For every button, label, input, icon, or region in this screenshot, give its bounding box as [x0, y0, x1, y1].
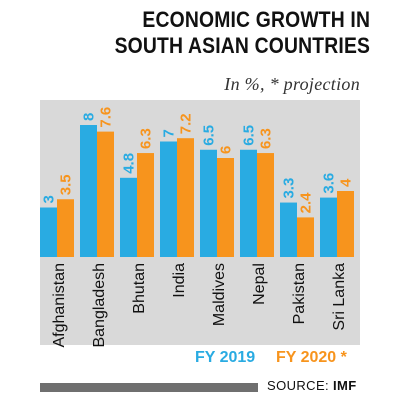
legend-entry-fy2020: FY 2020 * [276, 349, 348, 366]
category-label: Nepal [251, 263, 268, 305]
value-label: 6.3 [138, 128, 155, 149]
category-label: India [171, 263, 188, 298]
bar-fy2019-maldives [200, 149, 217, 257]
bar-fy2019-afghanistan [40, 207, 57, 257]
value-label: 8 [81, 113, 98, 121]
source-note: SOURCE: IMF [267, 378, 357, 393]
category-label: Pakistan [291, 263, 308, 324]
value-label: 7 [161, 129, 178, 137]
chart-title: ECONOMIC GROWTH IN SOUTH ASIAN COUNTRIES [114, 7, 370, 59]
bar-fy2020-pakistan [297, 217, 314, 257]
value-label: 4.8 [121, 153, 138, 174]
bar-fy2019-india [160, 141, 177, 257]
category-label: Bangladesh [91, 263, 108, 348]
value-label: 7.6 [98, 107, 115, 128]
source-name: IMF [333, 378, 357, 393]
value-label: 6.5 [241, 125, 258, 146]
bar-fy2019-bhutan [120, 177, 137, 257]
footer-divider-bar [40, 383, 258, 392]
value-label: 2.4 [298, 192, 315, 214]
value-label: 6 [218, 146, 235, 154]
bar-fy2020-bangladesh [97, 131, 114, 257]
category-label: Sri Lanka [331, 263, 348, 331]
chart-title-line-1: ECONOMIC GROWTH IN [142, 7, 370, 32]
value-label: 4 [338, 178, 355, 187]
source-label: SOURCE: [267, 378, 330, 393]
chart-title-line-2: SOUTH ASIAN COUNTRIES [114, 33, 370, 58]
bar-fy2019-pakistan [280, 202, 297, 257]
value-label: 6.5 [201, 125, 218, 146]
bar-fy2020-bhutan [137, 153, 154, 257]
value-label: 3.6 [321, 173, 338, 194]
category-label: Maldives [211, 263, 228, 326]
category-label: Afghanistan [51, 263, 68, 348]
bar-fy2020-afghanistan [57, 199, 74, 257]
legend-entry-fy2019: FY 2019 [195, 349, 255, 366]
bar-fy2020-sri-lanka [337, 191, 354, 257]
value-label: 3 [41, 195, 58, 203]
bar-fy2020-nepal [257, 153, 274, 257]
value-label: 3.5 [58, 174, 75, 195]
bar-fy2019-sri-lanka [320, 197, 337, 257]
chart-subtitle: In %, * projection [224, 74, 360, 94]
bar-fy2020-india [177, 138, 194, 257]
category-label: Bhutan [131, 263, 148, 314]
bar-fy2019-bangladesh [80, 125, 97, 257]
value-label: 7.2 [178, 113, 195, 134]
bar-fy2020-maldives [217, 158, 234, 257]
bar-fy2019-nepal [240, 149, 257, 257]
value-label: 6.3 [258, 128, 275, 149]
value-label: 3.3 [281, 178, 298, 199]
